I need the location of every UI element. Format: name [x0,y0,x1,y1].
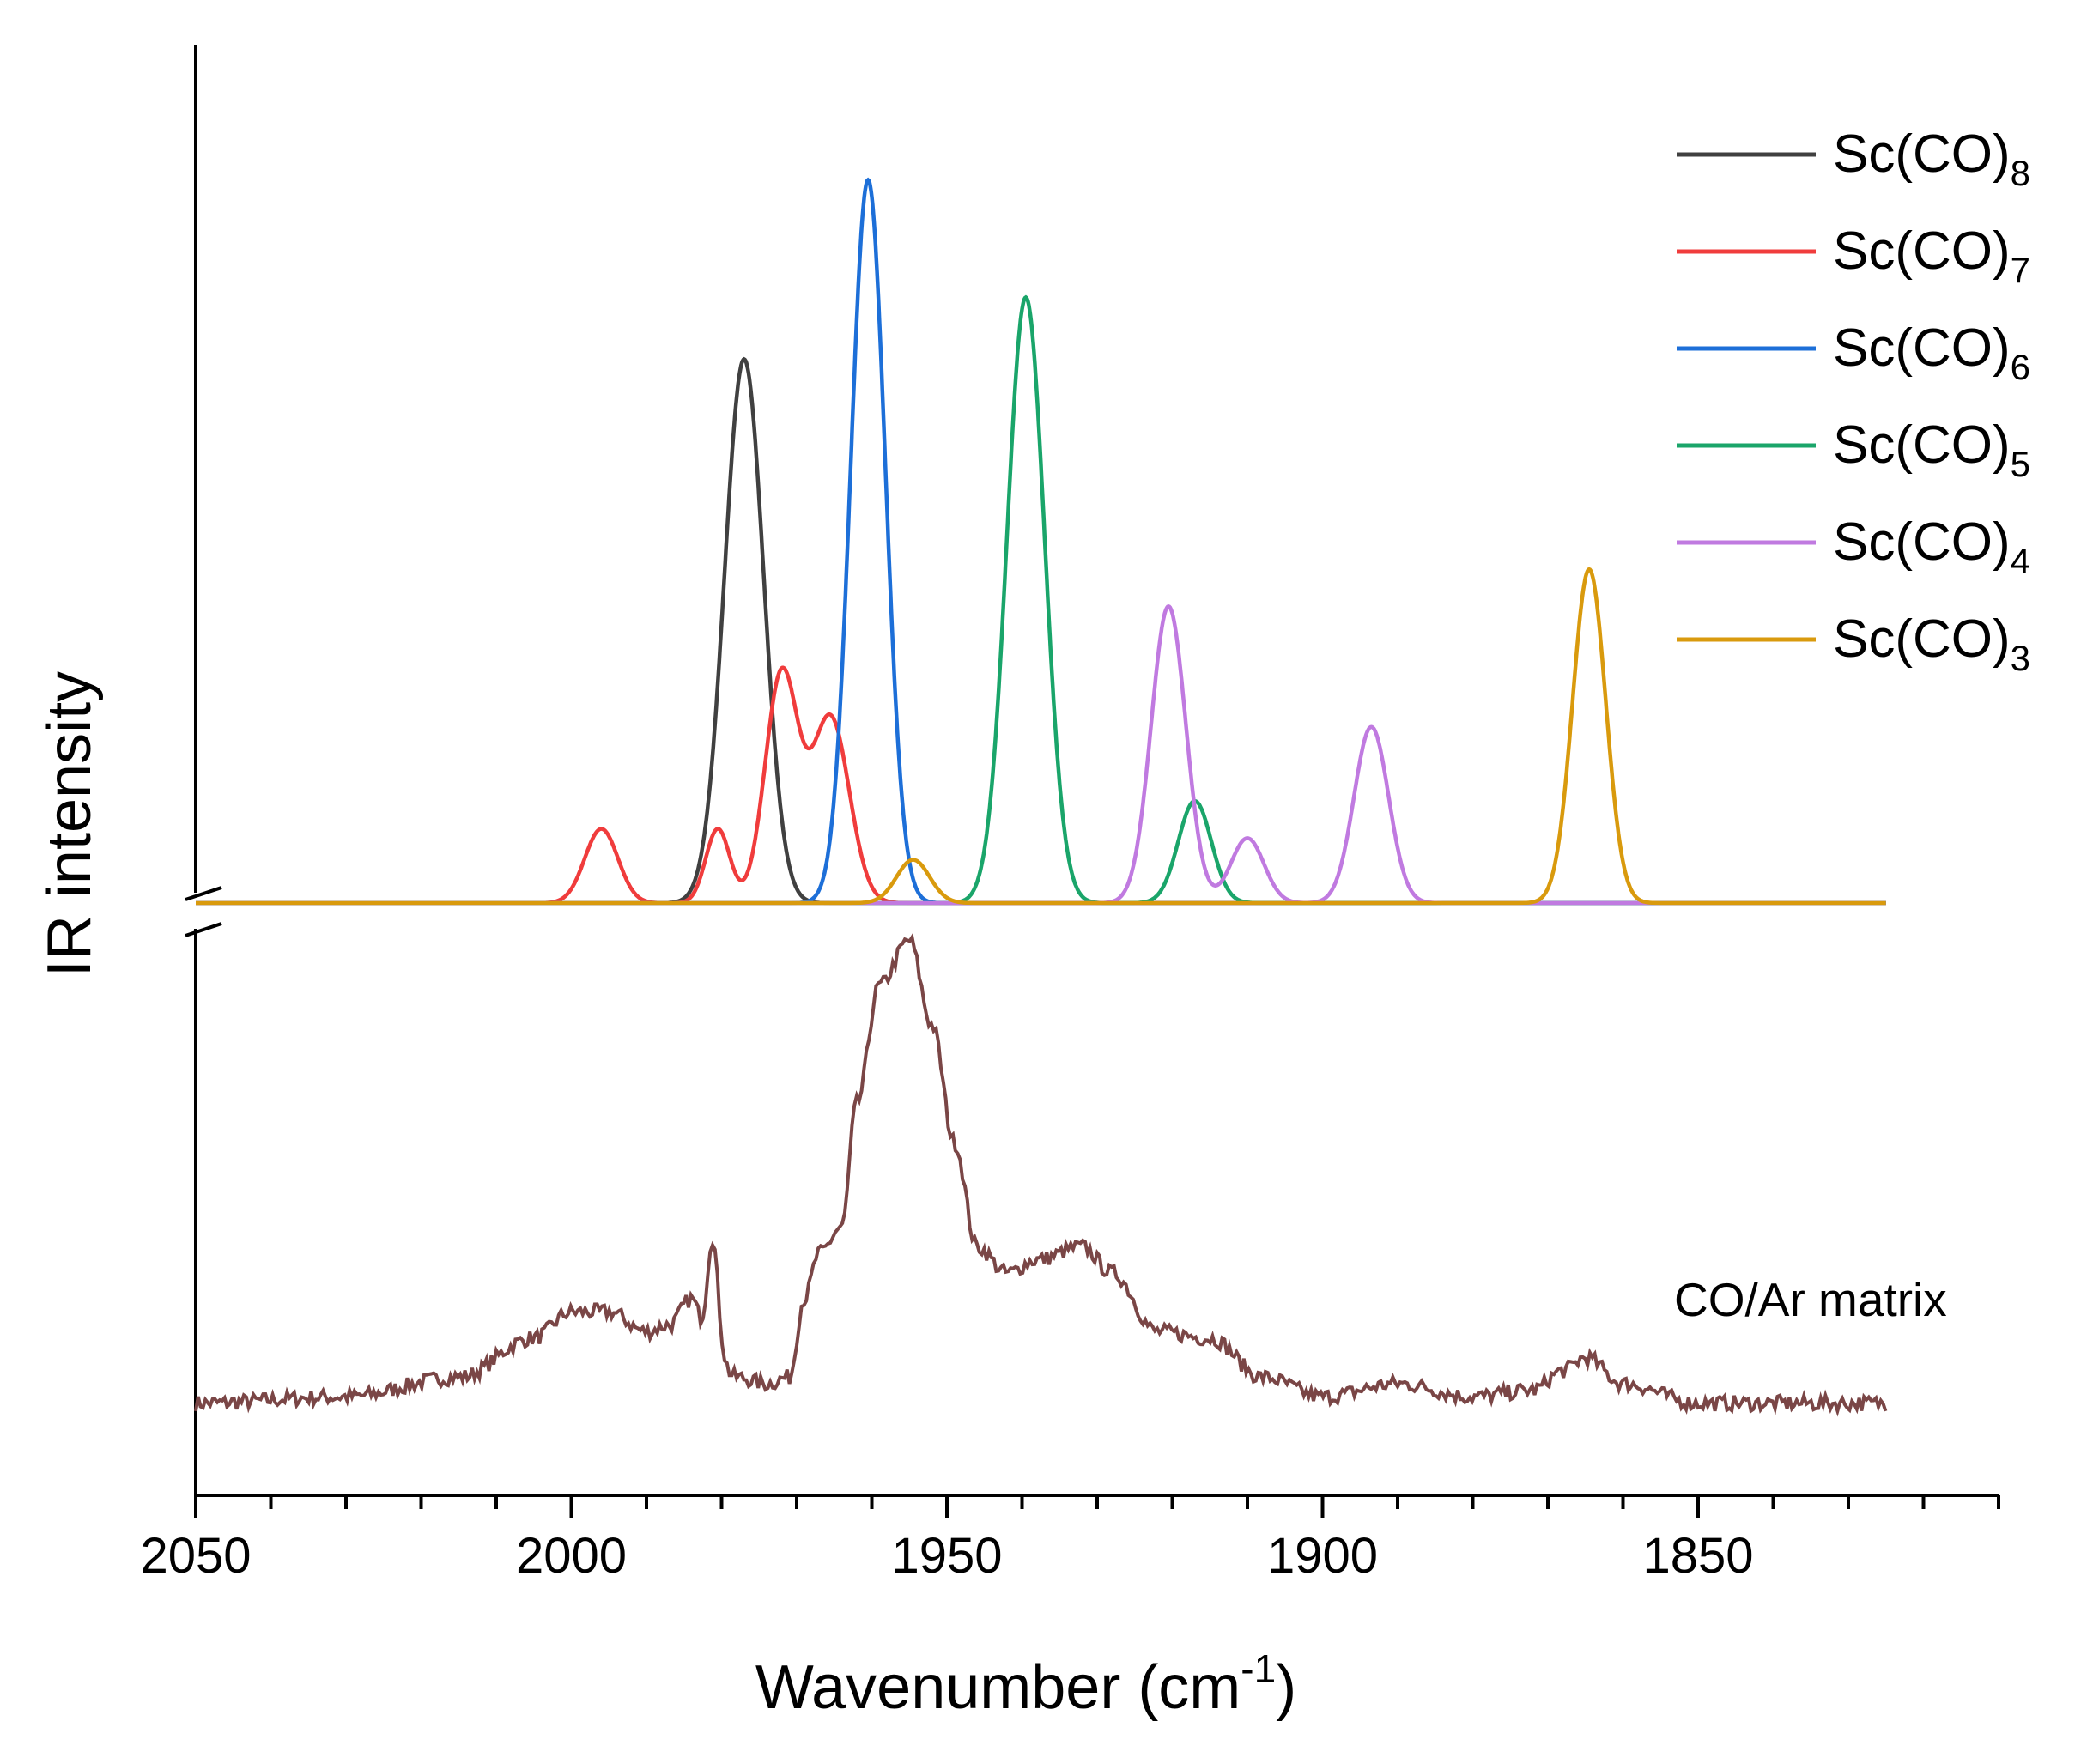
series-co-ar-matrix [194,932,1888,1417]
series-scco3 [196,567,1886,906]
axes: 2050 2000 1950 1900 1850 [140,45,2000,1584]
x-axis-label-close: ) [1276,1653,1296,1722]
legend-label: Sc(CO)8 [1833,124,2030,193]
series-scco6 [196,177,1886,906]
axis-break-mark-lower [185,922,222,937]
x-tick-label: 1850 [1642,1528,1753,1584]
annotation-co-ar-matrix: CO/Ar matrix [1674,1273,1947,1326]
legend-label: Sc(CO)7 [1833,221,2030,290]
legend-label: Sc(CO)5 [1833,415,2030,484]
calculated-spectra [196,177,1886,906]
legend: Sc(CO)8 Sc(CO)7 Sc(CO)6 Sc(CO)5 Sc(CO)4 Sc(CO… [1677,124,2030,678]
series-scco5 [196,294,1886,906]
x-axis-label-main: Wavenumber (cm [755,1653,1241,1722]
x-tick-label: 2000 [516,1528,627,1584]
x-axis-label: Wavenumber (cm-1) [755,1646,1296,1722]
series-scco7 [196,665,1886,906]
x-tick-label: 2050 [140,1528,251,1584]
series-scco4 [196,604,1886,906]
legend-label: Sc(CO)6 [1833,318,2030,387]
x-tick-label: 1950 [891,1528,1002,1584]
y-axis-label: IR intensity [35,671,104,977]
axis-break-mark-upper [185,886,222,901]
legend-label: Sc(CO)3 [1833,609,2030,678]
legend-label: Sc(CO)4 [1833,512,2030,581]
x-tick-label: 1900 [1267,1528,1378,1584]
experimental-spectrum [194,932,1888,1417]
x-axis-label-sup: -1 [1241,1646,1276,1691]
